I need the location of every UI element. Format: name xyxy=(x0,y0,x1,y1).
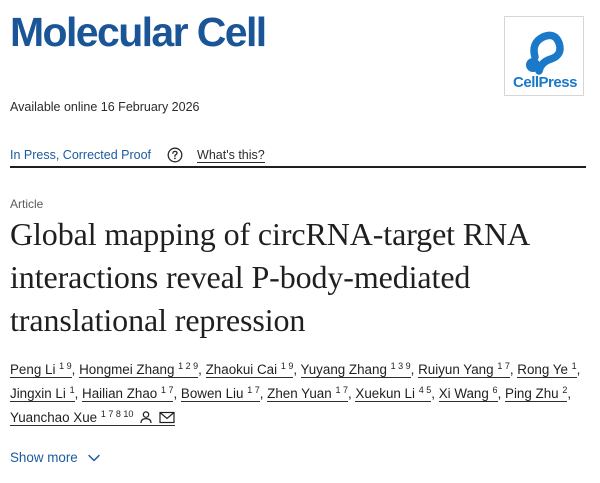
author-link[interactable]: Zhen Yuan 1 7 xyxy=(267,386,348,402)
article-status-row: In Press, Corrected Proof What's this? xyxy=(10,147,265,163)
author-affiliations: 1 xyxy=(69,385,75,395)
author-entry[interactable]: Rong Ye 1 xyxy=(517,361,577,378)
chevron-down-icon xyxy=(87,453,101,463)
author-name: Ping Zhu xyxy=(505,386,559,401)
whats-this-link[interactable]: What's this? xyxy=(197,147,265,163)
show-more-button[interactable]: Show more xyxy=(10,450,101,465)
author-entry[interactable]: Jingxin Li 1 xyxy=(10,386,75,402)
author-entry[interactable]: Peng Li 1 9 xyxy=(10,362,72,378)
author-affiliations: 1 9 xyxy=(59,361,72,371)
author-name: Zhaokui Cai xyxy=(205,362,278,377)
author-affiliations: 1 7 xyxy=(160,385,174,395)
author-entry[interactable]: Zhaokui Cai 1 9 xyxy=(205,361,294,378)
cellpress-wordmark: CellPress xyxy=(513,74,577,91)
author-link[interactable]: Yuanchao Xue 1 7 8 10 xyxy=(10,410,175,426)
help-icon[interactable] xyxy=(167,147,183,163)
article-title: Global mapping of circRNA-target RNA int… xyxy=(10,216,529,338)
author-entry[interactable]: Hailian Zhao 1 7 xyxy=(82,385,174,402)
author-entry[interactable]: Ruiyun Yang 1 7 xyxy=(418,362,510,378)
author-entry[interactable]: Zhen Yuan 1 7 xyxy=(267,386,348,402)
author-name: Rong Ye xyxy=(517,362,568,377)
author-affiliations: 1 7 8 10 xyxy=(100,409,134,419)
author-name: Hailian Zhao xyxy=(82,386,158,401)
author-link[interactable]: Rong Ye 1 xyxy=(517,361,577,378)
author-entry[interactable]: Yuyang Zhang 1 3 9 xyxy=(300,361,411,378)
author-name: Bowen Liu xyxy=(180,386,244,401)
author-link[interactable]: Xi Wang 6 xyxy=(438,385,498,402)
show-more-label: Show more xyxy=(10,450,78,465)
author-name: Yuyang Zhang xyxy=(300,362,387,377)
author-affiliations: 1 9 xyxy=(280,361,294,371)
author-affiliations: 1 xyxy=(571,361,577,371)
author-affiliations: 1 7 xyxy=(497,361,510,371)
author-affiliations: 6 xyxy=(492,385,498,395)
author-link[interactable]: Peng Li 1 9 xyxy=(10,362,72,378)
article-status-link[interactable]: In Press, Corrected Proof xyxy=(10,148,152,162)
header-divider xyxy=(10,166,586,168)
author-link[interactable]: Xuekun Li 4 5 xyxy=(355,385,432,402)
author-entry[interactable]: Xuekun Li 4 5 xyxy=(355,385,432,402)
author-name: Hongmei Zhang xyxy=(79,362,175,377)
cellpress-logo[interactable]: CellPress xyxy=(504,16,584,96)
author-affiliations: 1 3 9 xyxy=(390,361,411,371)
author-name: Xi Wang xyxy=(438,386,489,401)
author-link[interactable]: Ping Zhu 2 xyxy=(505,385,568,402)
author-name: Xuekun Li xyxy=(355,386,415,401)
author-affiliations: 1 7 xyxy=(335,385,348,395)
author-link[interactable]: Bowen Liu 1 7 xyxy=(180,385,260,402)
author-list: Peng Li 1 9, Hongmei Zhang 1 2 9, Zhaoku… xyxy=(10,358,594,432)
author-name: Ruiyun Yang xyxy=(418,362,494,377)
person-icon[interactable] xyxy=(139,408,153,432)
author-affiliations: 1 2 9 xyxy=(178,361,199,371)
journal-title[interactable]: Molecular Cell xyxy=(10,9,267,55)
author-link[interactable]: Jingxin Li 1 xyxy=(10,386,75,402)
author-link[interactable]: Zhaokui Cai 1 9 xyxy=(205,361,294,378)
author-entry[interactable]: Yuanchao Xue 1 7 8 10 xyxy=(10,410,175,426)
author-entry[interactable]: Xi Wang 6 xyxy=(438,385,498,402)
author-name: Peng Li xyxy=(10,362,56,377)
author-entry[interactable]: Bowen Liu 1 7 xyxy=(180,385,260,402)
author-affiliations: 1 7 xyxy=(247,385,260,395)
author-entry[interactable]: Hongmei Zhang 1 2 9 xyxy=(79,361,199,378)
author-name: Jingxin Li xyxy=(10,386,66,401)
author-entry[interactable]: Ping Zhu 2 xyxy=(505,385,568,402)
availability-date: Available online 16 February 2026 xyxy=(10,100,200,114)
author-name: Yuanchao Xue xyxy=(10,410,98,425)
cellpress-mark-icon xyxy=(526,31,564,75)
author-link[interactable]: Ruiyun Yang 1 7 xyxy=(418,362,510,378)
author-affiliations: 2 xyxy=(562,385,568,395)
author-affiliations: 4 5 xyxy=(418,385,432,395)
author-name: Zhen Yuan xyxy=(267,386,332,401)
author-link[interactable]: Hailian Zhao 1 7 xyxy=(82,385,174,402)
author-link[interactable]: Yuyang Zhang 1 3 9 xyxy=(300,361,411,378)
author-link[interactable]: Hongmei Zhang 1 2 9 xyxy=(79,361,199,378)
article-type-label: Article xyxy=(10,197,44,211)
envelope-icon[interactable] xyxy=(159,408,175,432)
